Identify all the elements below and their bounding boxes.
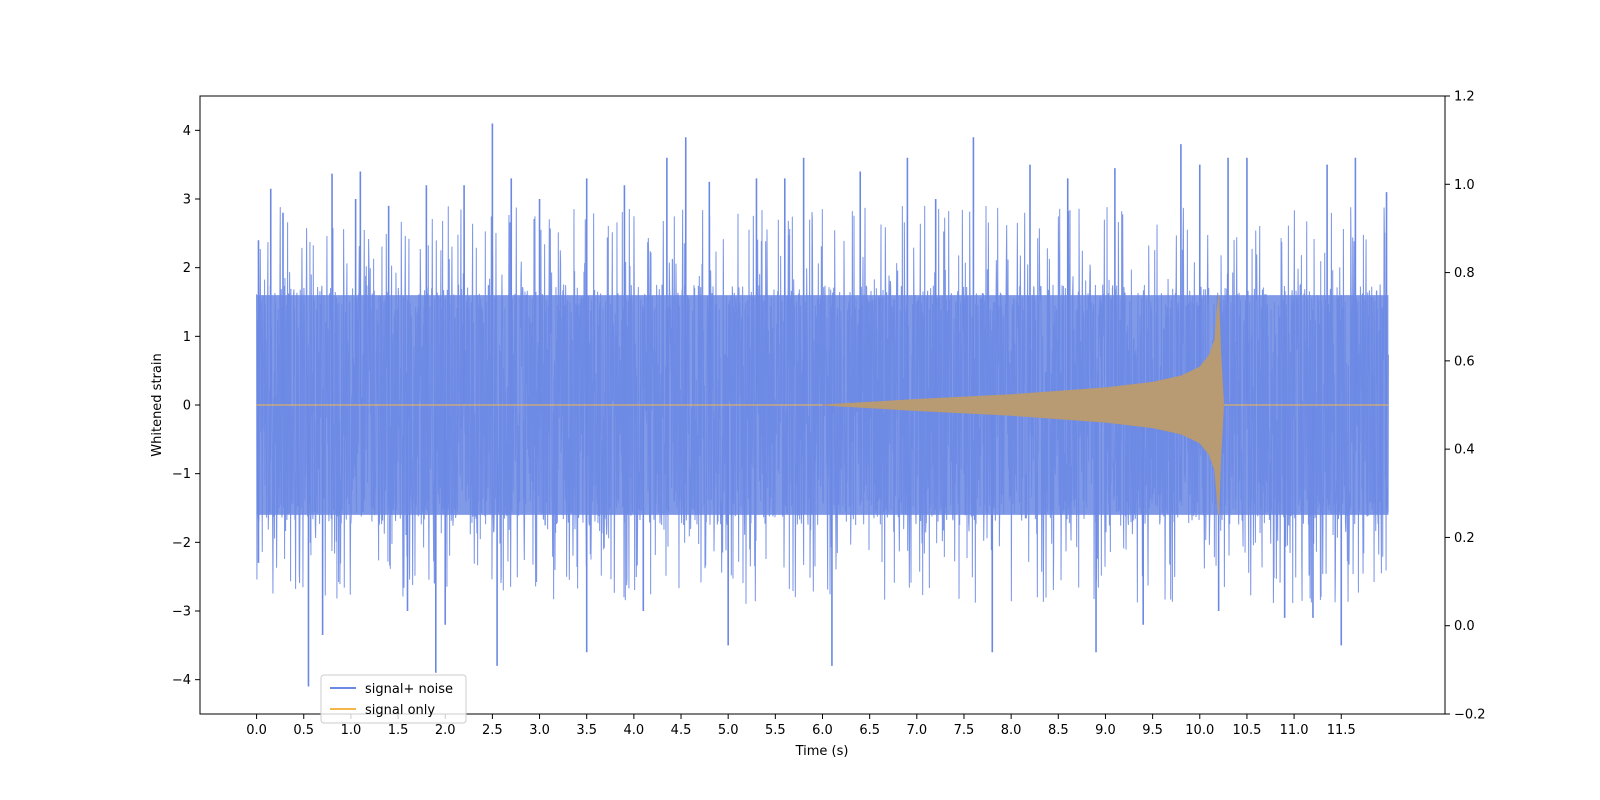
x-tick-label: 7.0 <box>906 723 927 738</box>
y2-tick-label: 0.0 <box>1454 619 1475 634</box>
x-tick-label: 5.5 <box>765 723 786 738</box>
x-tick-label: 0.0 <box>246 723 267 738</box>
legend-box <box>320 674 467 724</box>
x-tick-label: 11.0 <box>1280 723 1309 738</box>
x-axis-ticks: 0.0 0.5 1.0 1.5 2.0 2.5 3.0 3.5 4.0 4.5 5.0 5.5 6.0 6… <box>246 714 1356 738</box>
y-tick-label: 3 <box>183 193 191 208</box>
x-tick-label: 10.0 <box>1185 723 1214 738</box>
series-signal-only <box>256 295 1389 515</box>
y-tick-label: −2 <box>172 536 191 551</box>
x-tick-label: 9.5 <box>1142 723 1163 738</box>
y-tick-label: 4 <box>183 124 191 139</box>
y2-tick-label: 1.0 <box>1454 178 1475 193</box>
y2-axis-ticks: 1.2 1.0 0.8 0.6 0.4 0.2 0.0 −0.2 <box>1445 90 1486 723</box>
y-tick-label: 1 <box>183 330 191 345</box>
x-tick-label: 10.5 <box>1232 723 1261 738</box>
x-tick-label: 11.5 <box>1327 723 1356 738</box>
y2-tick-label: 0.4 <box>1454 443 1475 458</box>
x-tick-label: 2.5 <box>482 723 503 738</box>
x-tick-label: 0.5 <box>293 723 314 738</box>
y-tick-label: −1 <box>172 467 191 482</box>
x-tick-label: 7.5 <box>954 723 975 738</box>
y-tick-label: 0 <box>183 399 191 414</box>
y2-tick-label: 0.8 <box>1454 266 1475 281</box>
x-tick-label: 8.0 <box>1001 723 1022 738</box>
y-tick-label: −4 <box>172 673 191 688</box>
x-tick-label: 3.0 <box>529 723 550 738</box>
x-tick-label: 6.5 <box>859 723 880 738</box>
y2-tick-label: 0.2 <box>1454 531 1475 546</box>
x-tick-label: 1.5 <box>388 723 409 738</box>
y2-tick-label: −0.2 <box>1454 708 1486 723</box>
x-tick-label: 4.0 <box>624 723 645 738</box>
legend-label-signal-noise: signal+ noise <box>365 682 453 697</box>
y-tick-label: 2 <box>183 261 191 276</box>
x-tick-label: 1.0 <box>341 723 362 738</box>
y-tick-label: −3 <box>172 605 191 620</box>
y-axis-ticks: 4 3 2 1 0 −1 −2 −3 −4 <box>172 124 200 688</box>
x-tick-label: 5.0 <box>718 723 739 738</box>
signal-chirp <box>822 295 1224 515</box>
x-tick-label: 8.5 <box>1048 723 1069 738</box>
legend-label-signal-only: signal only <box>365 703 435 718</box>
x-tick-label: 6.0 <box>812 723 833 738</box>
x-tick-label: 2.0 <box>435 723 456 738</box>
x-tick-label: 3.5 <box>576 723 597 738</box>
y2-tick-label: 0.6 <box>1454 354 1475 369</box>
legend: signal+ noise signal only <box>320 674 467 724</box>
y-axis-label: Whitened strain <box>150 353 165 456</box>
y2-tick-label: 1.2 <box>1454 90 1475 105</box>
x-axis-label: Time (s) <box>795 744 849 759</box>
x-tick-label: 4.5 <box>671 723 692 738</box>
x-tick-label: 9.0 <box>1095 723 1116 738</box>
